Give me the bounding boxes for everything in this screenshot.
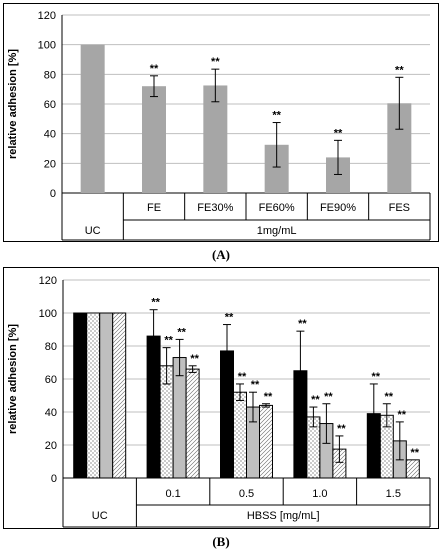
significance-label: **	[225, 312, 234, 324]
significance-label: **	[272, 110, 281, 122]
y-tick-label: 100	[38, 40, 56, 52]
significance-label: **	[264, 391, 273, 403]
category-label: FE60%	[259, 202, 295, 214]
y-tick-label: 40	[45, 407, 57, 419]
significance-label: **	[298, 318, 307, 330]
significance-label: **	[398, 409, 407, 421]
category-label: FE90%	[320, 202, 356, 214]
category-label: FE	[147, 202, 161, 214]
significance-label: **	[190, 353, 199, 365]
significance-label: **	[372, 371, 381, 383]
y-tick-label: 20	[44, 158, 56, 170]
panel-b-chart: 0 20 40 60 80 100 120 relative adhesion [%] UC 0.…	[7, 275, 431, 528]
group-label: HBSS [mg/mL]	[247, 510, 320, 522]
bar	[203, 85, 228, 193]
panel-a-caption: (A)	[212, 247, 230, 262]
panel-a-chart: 0 20 40 60 80 100 120 relative adhesion [%] UC FE…	[7, 10, 431, 241]
y-tick-label: 80	[45, 341, 57, 353]
y-tick-label: 40	[44, 129, 56, 141]
significance-label: **	[211, 56, 220, 68]
y-axis-label: relative adhesion [%]	[7, 324, 19, 434]
bar	[185, 368, 200, 479]
bar	[80, 44, 105, 193]
significance-label: **	[151, 297, 160, 309]
category-label: 1.5	[386, 488, 401, 500]
significance-label: **	[251, 379, 260, 391]
bar	[259, 404, 273, 479]
category-label: 1.0	[312, 488, 327, 500]
significance-label: **	[150, 63, 159, 75]
significance-label: **	[395, 64, 404, 76]
category-label: FE30%	[197, 202, 233, 214]
panel-b-caption: (B)	[212, 534, 229, 549]
y-tick-label: 60	[44, 99, 56, 111]
y-tick-label: 80	[44, 69, 56, 81]
category-label: UC	[92, 510, 108, 522]
significance-label: **	[411, 447, 420, 459]
y-axis-label: relative adhesion [%]	[7, 49, 19, 159]
significance-label: **	[311, 394, 320, 406]
significance-label: **	[238, 371, 247, 383]
bar	[112, 312, 127, 479]
significance-label: **	[177, 326, 186, 338]
bar	[86, 312, 101, 479]
bar	[73, 312, 88, 479]
bar	[233, 391, 247, 479]
significance-label: **	[164, 335, 173, 347]
category-label: UC	[85, 225, 101, 237]
category-label: 0.1	[165, 488, 180, 500]
category-label: FES	[389, 202, 410, 214]
y-tick-label: 100	[39, 308, 57, 320]
significance-label: **	[334, 127, 343, 139]
y-tick-label: 0	[50, 188, 56, 200]
bar	[142, 86, 166, 193]
y-tick-label: 0	[51, 473, 57, 485]
group-label: 1mg/mL	[257, 225, 297, 237]
category-label: 0.5	[239, 488, 254, 500]
bar	[405, 459, 420, 479]
significance-label: **	[324, 391, 333, 403]
y-tick-label: 120	[38, 10, 56, 22]
significance-label: **	[337, 423, 346, 435]
bar	[99, 312, 114, 479]
significance-label: **	[385, 391, 394, 403]
y-tick-label: 20	[45, 440, 57, 452]
y-tick-label: 60	[45, 374, 57, 386]
y-tick-label: 120	[39, 275, 57, 287]
